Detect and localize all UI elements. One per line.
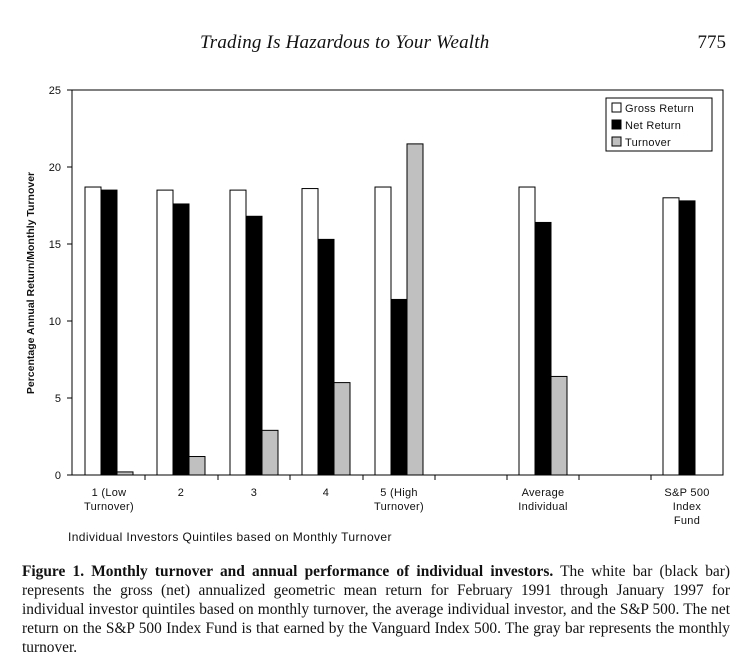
legend-label: Gross Return: [625, 103, 694, 115]
running-head: Trading Is Hazardous to Your Wealth 775: [0, 30, 740, 60]
gross-return-bar: [662, 197, 680, 476]
category-label: Index: [673, 501, 702, 513]
bar-chart: 0 5 10 15 20 25 1 (Low Turnover) 2 3 4 5 (High Turn…: [25, 85, 724, 544]
bars: [84, 143, 696, 476]
category-label: Individual: [518, 501, 567, 513]
y-tick-label: 0: [55, 470, 61, 482]
turnover-bar: [550, 375, 568, 476]
gross-return-bar: [229, 189, 247, 476]
net-return-bar: [534, 221, 552, 476]
page-number: 775: [697, 32, 727, 53]
gross-return-bar: [301, 188, 319, 476]
category-label: Turnover): [374, 501, 424, 513]
legend-box: [605, 97, 713, 152]
category-label: 2: [178, 487, 184, 499]
caption-text: The white bar (black bar) represents the…: [22, 563, 730, 656]
category-label: 5 (High: [380, 487, 418, 499]
turnover-bar: [261, 429, 279, 476]
net-return-bar: [678, 200, 696, 476]
turnover-bar: [333, 382, 351, 476]
y-axis: 0 5 10 15 20 25: [49, 85, 72, 482]
category-label: 1 (Low: [92, 487, 127, 499]
x-axis-label: Individual Investors Quintiles based on …: [68, 530, 392, 544]
legend-swatch: [611, 102, 622, 113]
y-tick-label: 15: [49, 239, 61, 251]
category-label: 4: [323, 487, 329, 499]
running-title: Trading Is Hazardous to Your Wealth: [200, 32, 490, 53]
net-return-bar: [245, 215, 263, 476]
category-label: Average: [522, 487, 565, 499]
y-tick-label: 5: [55, 393, 61, 405]
y-tick-label: 25: [49, 85, 61, 97]
legend-swatch: [611, 119, 622, 130]
gross-return-bar: [374, 186, 392, 476]
y-axis-label: Percentage Annual Return/Monthly Turnove…: [25, 172, 37, 394]
category-label: Turnover): [84, 501, 134, 513]
legend-swatch: [611, 136, 622, 147]
y-tick-label: 20: [49, 162, 61, 174]
figure-caption: Figure 1. Monthly turnover and annual pe…: [22, 562, 730, 657]
legend-label: Net Return: [625, 120, 681, 132]
gross-return-bar: [156, 189, 174, 476]
caption-label: Figure 1. Monthly turnover and annual pe…: [22, 563, 554, 580]
category-label: S&P 500: [664, 487, 709, 499]
legend: Gross Return Net Return Turnover: [605, 97, 713, 152]
y-tick-label: 10: [49, 316, 61, 328]
net-return-bar: [390, 298, 408, 476]
category-label: Fund: [674, 515, 700, 527]
gross-return-bar: [84, 186, 102, 476]
net-return-bar: [100, 189, 118, 476]
gross-return-bar: [518, 186, 536, 476]
legend-label: Turnover: [625, 137, 671, 149]
turnover-bar: [188, 456, 206, 476]
net-return-bar: [317, 238, 335, 476]
turnover-bar: [406, 143, 424, 476]
category-label: 3: [251, 487, 257, 499]
x-axis: 1 (Low Turnover) 2 3 4 5 (High Turnover) Averag…: [84, 475, 709, 527]
turnover-bar: [116, 471, 134, 476]
net-return-bar: [172, 203, 190, 476]
